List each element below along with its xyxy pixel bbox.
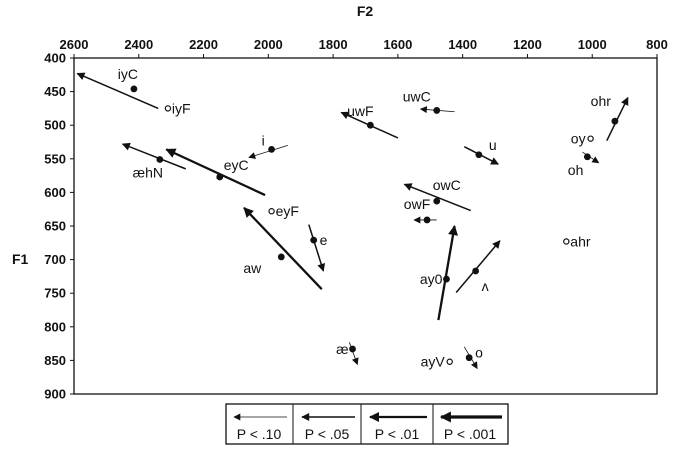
legend-box	[225, 403, 509, 445]
vowel-point	[349, 345, 356, 353]
shift-arrow	[437, 225, 458, 321]
vowel-point-open	[446, 358, 453, 365]
y-axis-ticks: 400 450 500 550 600 650 700 750 800 850 900	[44, 51, 74, 402]
vowel-label: eyF	[276, 203, 299, 219]
shift-arrow	[121, 142, 187, 170]
shift-arrow	[308, 224, 326, 272]
y-tick-label: 450	[44, 84, 66, 99]
x-axis-title: F2	[357, 3, 374, 19]
vowel-label: ahr	[570, 233, 591, 249]
y-tick-label: 900	[44, 387, 66, 402]
x-tick-label: 1600	[383, 37, 412, 52]
vowel-point	[443, 275, 450, 283]
legend-label: P < .05	[305, 426, 350, 442]
shift-arrow	[76, 72, 159, 110]
vowel-label: oh	[568, 162, 584, 178]
vowel-label: eyC	[224, 157, 249, 173]
vowel-label: uwF	[347, 103, 373, 119]
x-tick-label: 1800	[319, 37, 348, 52]
vowel-point	[310, 236, 318, 244]
shift-arrow	[165, 148, 266, 197]
vowel-label: æhN	[133, 164, 163, 180]
vowel-label: ayV	[421, 354, 446, 370]
y-tick-label: 750	[44, 286, 66, 301]
y-tick-label: 800	[44, 319, 66, 334]
y-tick-label: 700	[44, 252, 66, 267]
vowel-label: o	[475, 345, 483, 361]
vowel-point	[472, 267, 480, 275]
vowel-point	[611, 117, 619, 125]
vowel-label: u	[489, 137, 497, 153]
x-tick-label: 1000	[578, 37, 607, 52]
vowel-point	[433, 107, 441, 114]
x-tick-label: 2600	[60, 37, 89, 52]
vowel-label: owC	[433, 177, 461, 193]
x-tick-label: 2000	[254, 37, 283, 52]
x-tick-label: 1400	[448, 37, 477, 52]
x-tick-label: 2200	[189, 37, 218, 52]
vowel-label: owF	[404, 196, 430, 212]
shift-arrow	[403, 183, 472, 212]
vowel-point	[130, 85, 138, 93]
legend-label: P < .01	[375, 426, 420, 442]
vowel-label: oy	[571, 131, 586, 147]
legend-label: P < .10	[237, 426, 282, 442]
x-tick-label: 2400	[124, 37, 153, 52]
legend: P < .10 P < .05 P < .01 P < .001	[225, 403, 509, 445]
legend-label: P < .001	[444, 426, 497, 442]
vowel-point-open	[587, 135, 594, 142]
y-tick-label: 600	[44, 185, 66, 200]
vowel-point	[268, 145, 275, 153]
y-tick-label: 550	[44, 151, 66, 166]
vowel-points	[130, 85, 619, 365]
shift-arrow	[248, 144, 288, 159]
y-tick-label: 500	[44, 118, 66, 133]
vowel-label: ohr	[591, 93, 612, 109]
vowel-label: i	[262, 132, 265, 148]
y-tick-label: 850	[44, 353, 66, 368]
vowel-point	[156, 156, 164, 163]
vowel-point	[216, 173, 224, 181]
vowel-point	[475, 151, 483, 159]
vowel-point	[277, 253, 285, 261]
x-tick-label: 1200	[513, 37, 542, 52]
x-axis-ticks: 2600 2400 2200 2000 1800 1600 1400 1200 1000 800	[60, 37, 668, 58]
shift-arrow	[455, 240, 501, 294]
vowel-point	[583, 153, 591, 161]
vowel-label: uwC	[403, 88, 431, 104]
y-tick-label: 400	[44, 51, 66, 66]
vowel-point	[366, 121, 374, 129]
vowel-label: æ	[336, 341, 348, 357]
vowel-label: iyC	[118, 66, 138, 82]
vowel-label: iyF	[172, 100, 191, 116]
vowel-point-open	[563, 238, 570, 245]
vowel-label: e	[320, 232, 328, 248]
vowel-point-open	[268, 208, 275, 215]
vowel-label: ay0	[420, 271, 443, 287]
y-axis-title: F1	[12, 251, 29, 267]
vowel-label: aw	[243, 260, 262, 276]
shift-arrow	[243, 207, 323, 290]
x-tick-label: 800	[646, 37, 668, 52]
vowel-point	[433, 197, 441, 205]
vowel-point-open	[164, 105, 172, 112]
shift-arrow	[348, 342, 359, 366]
vowel-label: ʌ	[482, 278, 489, 294]
vowel-point	[423, 216, 431, 224]
y-tick-label: 650	[44, 219, 66, 234]
vowel-point	[465, 354, 473, 362]
